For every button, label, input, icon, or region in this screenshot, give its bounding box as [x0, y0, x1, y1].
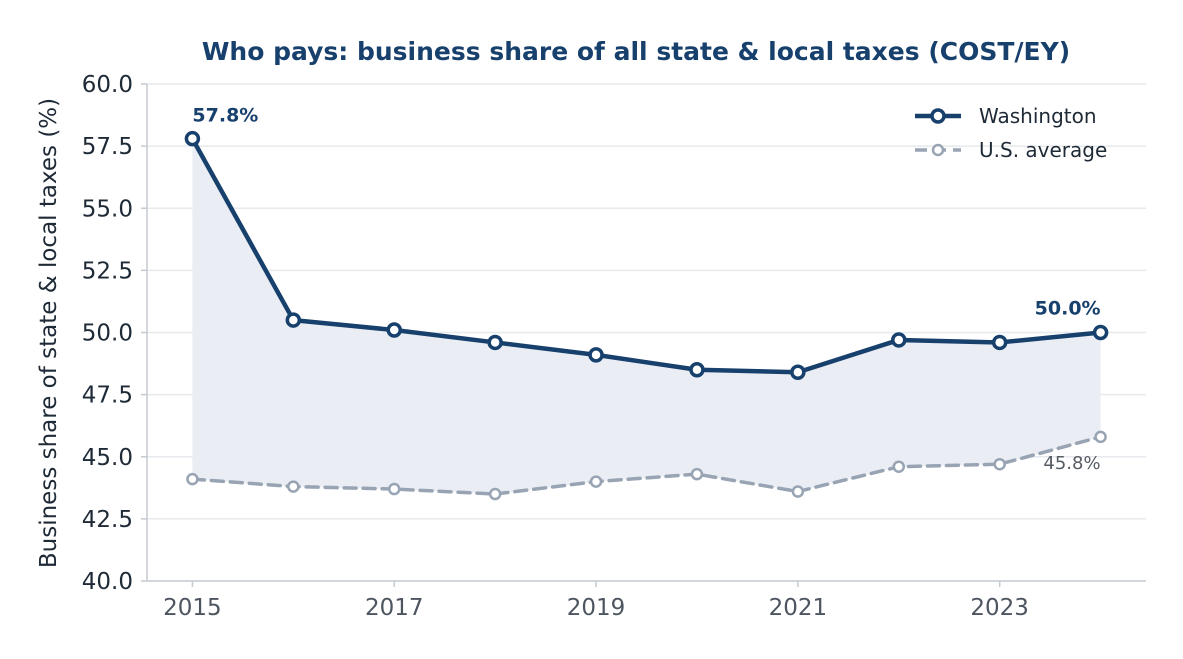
- annotations: 57.8% 50.0% 45.8%: [192, 105, 1100, 474]
- x-tick-label: 2023: [970, 595, 1029, 621]
- y-tick-label: 47.5: [82, 383, 133, 409]
- y-tick-label: 52.5: [82, 258, 133, 284]
- y-tick-label: 57.5: [82, 134, 133, 160]
- washington-point: [689, 362, 705, 378]
- us-average-point: [387, 482, 401, 496]
- x-tick-label: 2019: [567, 595, 626, 621]
- washington-point: [487, 334, 503, 351]
- us-average-point: [993, 457, 1006, 471]
- fill-area: [192, 138, 1101, 495]
- legend-marker-washington: [930, 108, 946, 124]
- x-tick-label: 2017: [365, 595, 424, 621]
- x-tick-labels: 2015 2017 2019 2021 2023: [163, 581, 1029, 621]
- washington-point: [285, 312, 302, 328]
- x-tick-label: 2021: [769, 595, 828, 621]
- us-average-point: [690, 467, 704, 481]
- us-average-point: [892, 460, 906, 473]
- y-tick-label: 50.0: [82, 321, 133, 347]
- washington-point: [588, 347, 604, 363]
- washington-point: [991, 334, 1008, 351]
- legend: Washington U.S. average: [915, 104, 1107, 162]
- y-tick-label: 55.0: [82, 196, 133, 222]
- annotation-washington-2015: 57.8%: [192, 105, 258, 127]
- us-average-point: [791, 485, 805, 498]
- washington-line: [190, 136, 1103, 375]
- legend-marker-us-average: [931, 143, 945, 157]
- washington-point: [386, 322, 402, 338]
- legend-label-us-average: U.S. average: [979, 138, 1107, 162]
- us-average-point: [488, 487, 502, 501]
- y-tick-label: 40.0: [82, 569, 133, 595]
- gap-fill-area: [192, 138, 1101, 495]
- y-tick-label: 45.0: [82, 445, 133, 471]
- x-tick-label: 2015: [163, 595, 222, 621]
- us-average-line: [190, 435, 1103, 496]
- y-tick-label: 42.5: [82, 507, 133, 533]
- washington-point: [891, 332, 907, 348]
- y-tick-labels: 40.0 42.5 45.0 47.5 50.0 52.5 55.0 57.5 60.0: [82, 72, 147, 595]
- us-average-point: [589, 475, 603, 488]
- washington-point: [1092, 324, 1109, 341]
- us-average-point: [1094, 430, 1107, 444]
- us-average-point: [287, 480, 300, 493]
- y-axis-label: Business share of state & local taxes (%…: [36, 98, 62, 568]
- washington-point: [184, 130, 201, 147]
- chart-title: Who pays: business share of all state & …: [202, 37, 1070, 66]
- series-lines: [184, 130, 1109, 501]
- legend-label-washington: Washington: [979, 104, 1097, 128]
- annotation-us-2024: 45.8%: [1043, 453, 1100, 474]
- washington-point: [790, 364, 806, 381]
- y-tick-label: 60.0: [82, 72, 133, 98]
- us-average-point: [186, 472, 199, 486]
- annotation-washington-2024: 50.0%: [1035, 298, 1101, 320]
